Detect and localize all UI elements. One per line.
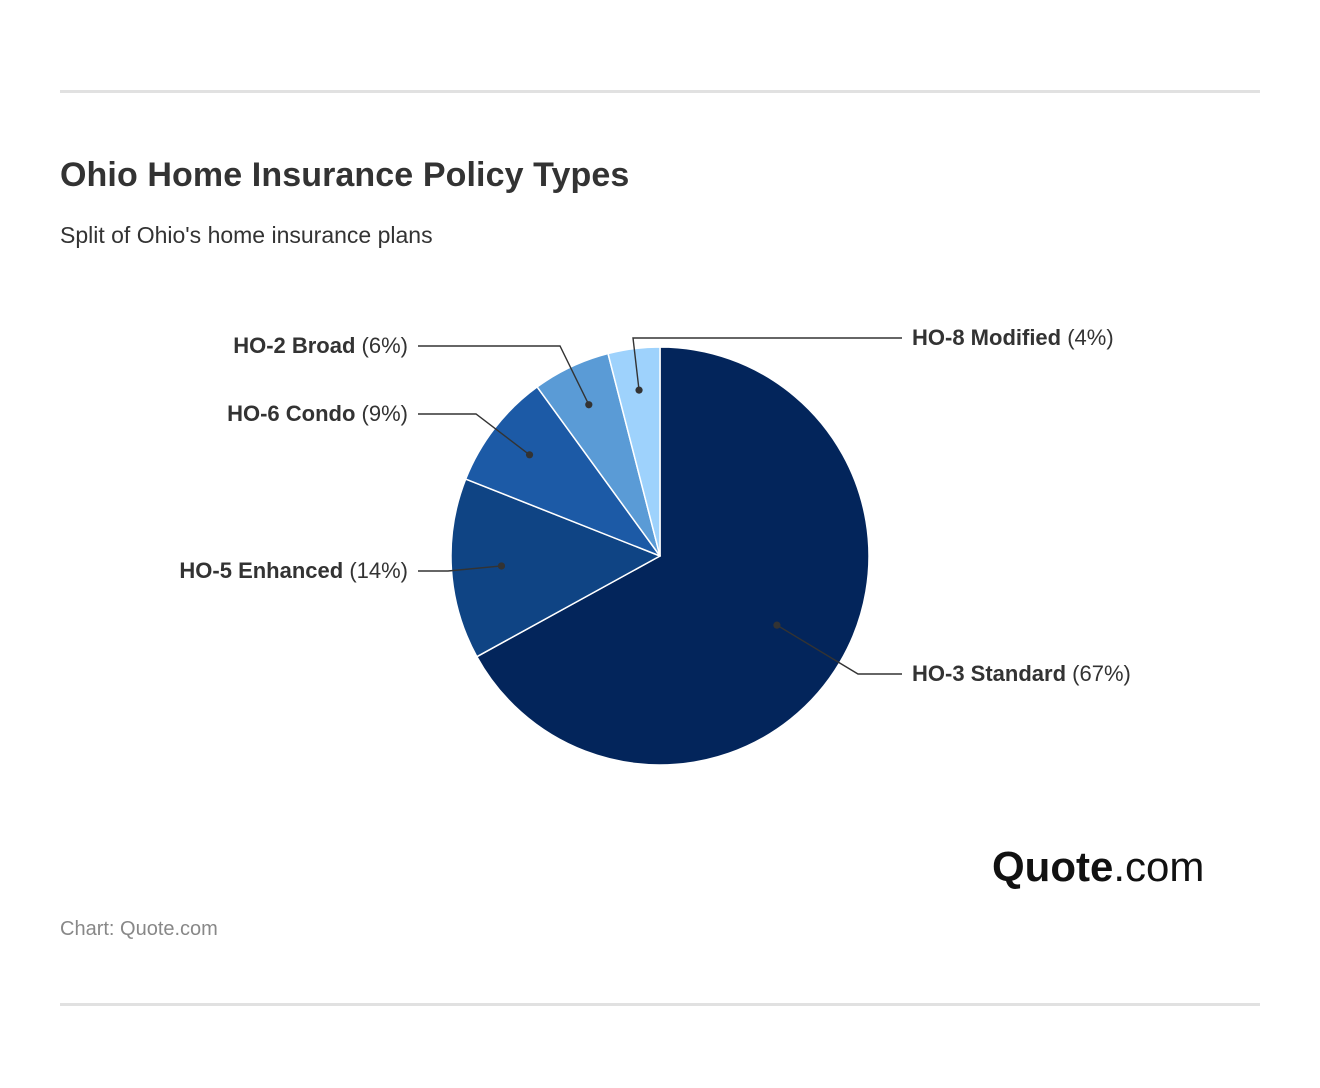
leader-line-ho-8-modified [632, 337, 902, 391]
leader-line-ho-3-standard [776, 624, 902, 675]
slice-label-name: HO-6 Condo [227, 401, 356, 426]
slice-label-percent: (14%) [343, 558, 408, 583]
leader-dot-ho-3-standard [773, 621, 781, 629]
slice-label-name: HO-2 Broad [233, 333, 356, 358]
slice-label-percent: (6%) [355, 333, 408, 358]
leader-dot-ho-6-condo [525, 451, 534, 459]
slice-label-percent: (4%) [1061, 325, 1114, 350]
slice-label-ho-2-broad: HO-2 Broad (6%) [233, 333, 408, 359]
slice-label-name: HO-3 Standard [912, 661, 1067, 686]
chart-title: Ohio Home Insurance Policy Types [60, 156, 630, 194]
leader-line-ho-5-enhanced [418, 565, 502, 572]
slice-label-percent: (9%) [355, 401, 408, 426]
logo-brand: Quote [992, 843, 1114, 890]
slice-label-ho-5-enhanced: HO-5 Enhanced (14%) [179, 558, 408, 584]
leader-dot-ho-8-modified [635, 386, 643, 394]
leader-dot-ho-2-broad [585, 401, 593, 409]
bottom-divider [60, 1003, 1260, 1006]
slice-label-name: HO-8 Modified [912, 325, 1062, 350]
pie-slice-ho-5-enhanced [450, 478, 661, 658]
slice-label-name: HO-5 Enhanced [179, 558, 344, 583]
slice-label-ho-8-modified: HO-8 Modified (4%) [912, 325, 1114, 351]
slice-label-percent: (67%) [1066, 661, 1131, 686]
quote-logo: Quote.com [992, 842, 1204, 892]
leader-dot-ho-5-enhanced [497, 562, 506, 570]
slice-label-ho-3-standard: HO-3 Standard (67%) [912, 661, 1131, 687]
leader-line-ho-6-condo [418, 413, 530, 456]
leader-line-ho-2-broad [418, 345, 590, 406]
chart-subtitle: Split of Ohio's home insurance plans [60, 222, 433, 248]
top-divider [60, 90, 1260, 93]
slice-label-ho-6-condo: HO-6 Condo (9%) [227, 401, 408, 427]
chart-source: Chart: Quote.com [60, 918, 218, 940]
logo-tld: .com [1113, 843, 1205, 890]
